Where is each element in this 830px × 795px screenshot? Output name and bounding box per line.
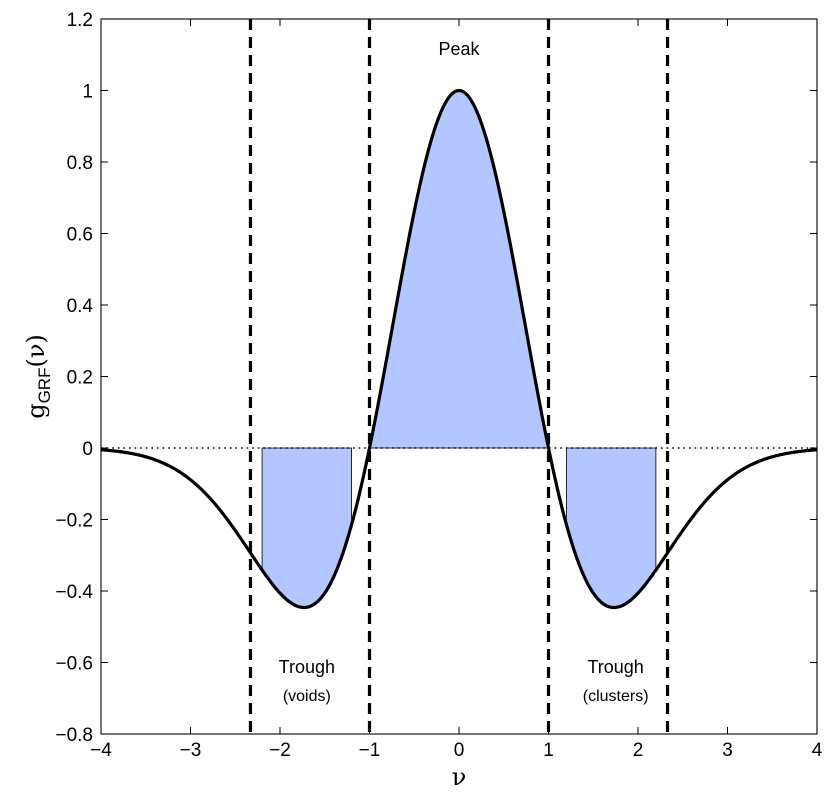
y-tick-label: −0.2 bbox=[55, 511, 93, 532]
y-tick-label: 0.4 bbox=[67, 296, 94, 317]
annotation-peak-line-0: Peak bbox=[438, 39, 480, 59]
threshold-lines bbox=[248, 19, 670, 734]
annotations: Peak Trough (voids) Trough (clusters) bbox=[279, 39, 649, 705]
y-tick-label: 0.8 bbox=[67, 153, 93, 174]
y-tick-label: 1.2 bbox=[67, 10, 93, 31]
shaded-trough-clusters bbox=[566, 447, 657, 608]
shaded-trough-voids bbox=[261, 447, 352, 608]
y-axis-label-tail: (ν) bbox=[22, 334, 50, 367]
annotation-trough-clusters-line-0: Trough bbox=[587, 657, 643, 677]
y-tick-label: 0 bbox=[82, 439, 93, 460]
x-tick-label: −3 bbox=[180, 740, 202, 761]
y-tick-label: 0.2 bbox=[67, 368, 93, 389]
y-tick-label: −0.6 bbox=[55, 654, 93, 675]
series-line-g-grf bbox=[100, 88, 818, 610]
annotation-trough-voids-line-1: (voids) bbox=[283, 688, 331, 705]
data-series bbox=[100, 88, 818, 610]
x-tick-label: 2 bbox=[633, 740, 644, 761]
y-axis-label: gGRF(ν) bbox=[22, 334, 54, 419]
x-axis-label: ν bbox=[452, 763, 467, 791]
y-tick-label: −0.4 bbox=[55, 582, 93, 603]
shaded-regions bbox=[261, 90, 657, 608]
y-axis-label-sub: GRF bbox=[35, 368, 54, 404]
x-tick-label: 4 bbox=[812, 740, 823, 761]
shaded-peak bbox=[369, 90, 549, 449]
y-tick-label: 1 bbox=[82, 82, 93, 103]
annotation-trough-clusters-line-1: (clusters) bbox=[583, 688, 649, 705]
y-tick-label: 0.6 bbox=[67, 225, 93, 246]
x-tick-label: −4 bbox=[90, 740, 112, 761]
x-tick-label: 3 bbox=[722, 740, 733, 761]
x-tick-label: −2 bbox=[269, 740, 291, 761]
x-tick-label: −1 bbox=[359, 740, 381, 761]
x-tick-label: 1 bbox=[543, 740, 554, 761]
ticks: −4 −3 −2 −1 0 1 2 3 4 −0.8 −0.6 −0.4 −0.2 0 0.2 0.4 0.6 0… bbox=[55, 10, 822, 761]
x-tick-label: 0 bbox=[454, 740, 465, 761]
y-tick-label: −0.8 bbox=[55, 725, 93, 746]
annotation-trough-voids-line-0: Trough bbox=[279, 657, 335, 677]
y-axis-label-main: g bbox=[22, 403, 50, 418]
